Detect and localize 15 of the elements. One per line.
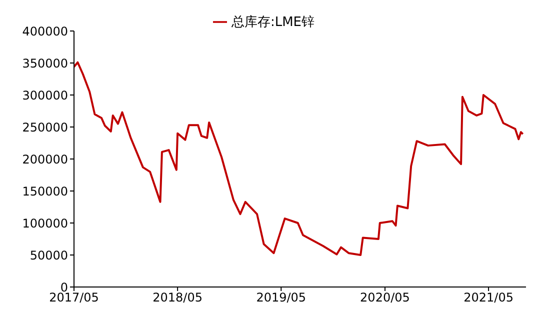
line-series xyxy=(74,61,524,256)
y-tick-label: 300000 xyxy=(22,88,68,102)
x-tick-label: 2021/05 xyxy=(464,290,514,305)
y-tick-label: 400000 xyxy=(22,24,68,38)
legend-label: 总库存:LME锌 xyxy=(231,15,315,30)
y-tick-label: 100000 xyxy=(22,216,68,230)
x-tick-label: 2018/05 xyxy=(152,290,202,305)
y-tick-label: 200000 xyxy=(22,152,68,166)
y-tick-label: 150000 xyxy=(22,184,68,198)
y-tick-label: 250000 xyxy=(22,120,68,134)
x-tick-label: 2017/05 xyxy=(49,290,99,305)
x-tick-label: 2019/05 xyxy=(256,290,306,305)
y-tick-label: 350000 xyxy=(22,56,68,70)
y-tick-label: 50000 xyxy=(30,248,68,262)
x-tick-label: 2020/05 xyxy=(360,290,410,305)
